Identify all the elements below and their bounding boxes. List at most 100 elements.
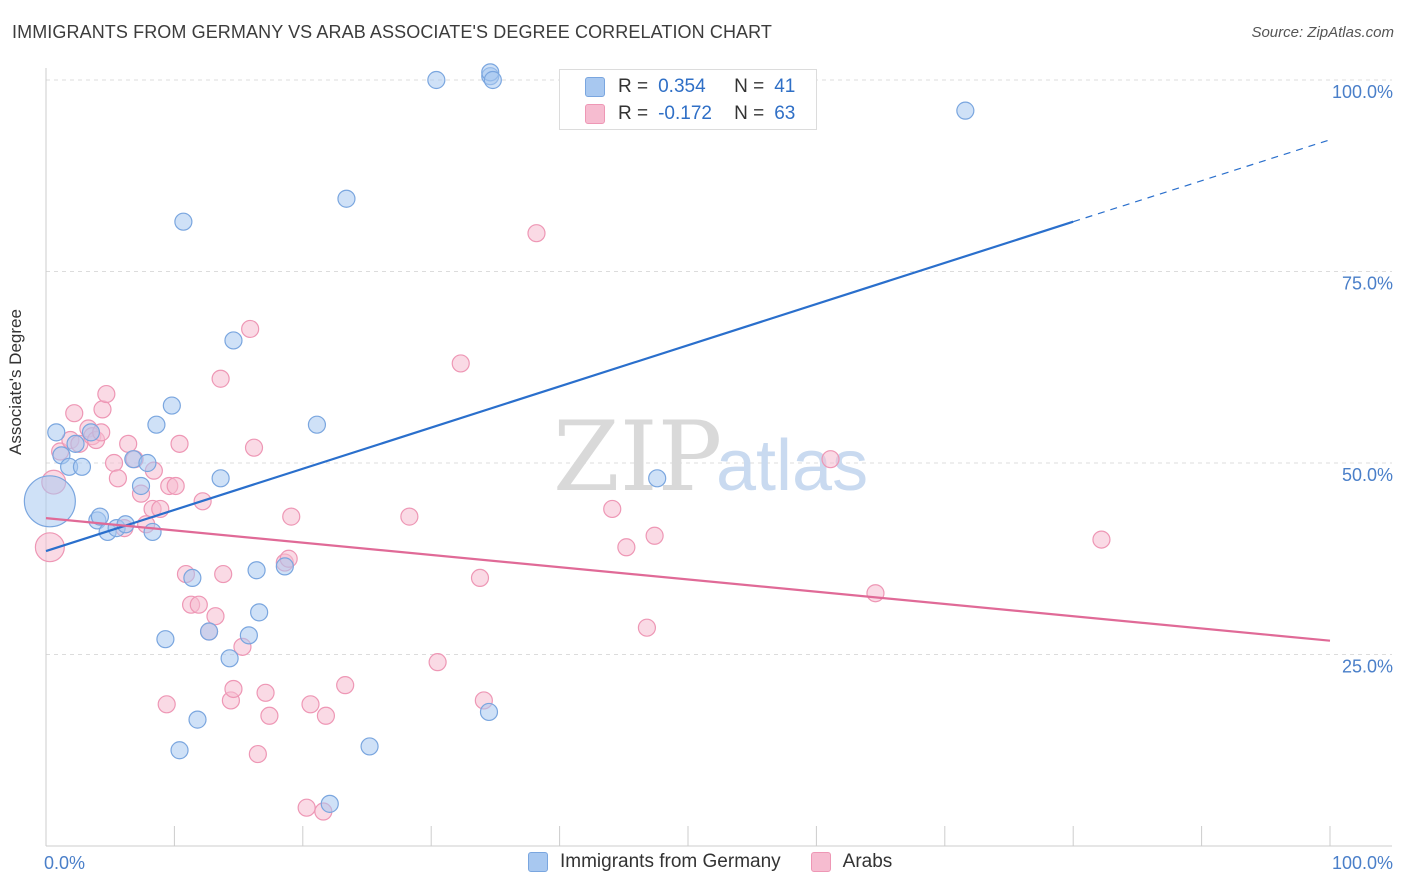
germany-point: [47, 423, 66, 442]
y-tick-label: 25.0%: [1342, 657, 1393, 677]
chart-title: IMMIGRANTS FROM GERMANY VS ARAB ASSOCIAT…: [12, 22, 773, 42]
germany-swatch-icon: [528, 852, 548, 872]
bottom-legend: Immigrants from Germany Arabs: [528, 851, 922, 873]
arabs-point: [93, 400, 112, 419]
arabs-point: [244, 438, 264, 457]
y-tick-label: 75.0%: [1342, 274, 1393, 294]
arabs-point: [428, 653, 447, 672]
legend-item-germany[interactable]: Immigrants from Germany: [528, 851, 781, 873]
germany-point: [648, 469, 667, 488]
arabs-point: [166, 476, 185, 496]
germany-point: [239, 626, 258, 645]
arabs-point: [206, 607, 225, 626]
germany-point: [337, 189, 356, 208]
germany-point: [224, 331, 243, 350]
arabs-point: [617, 538, 636, 557]
stats-row-germany: R = 0.354 N = 41: [585, 74, 796, 100]
arabs-point: [336, 676, 355, 695]
axes: [45, 68, 1392, 847]
germany-point: [360, 737, 379, 756]
arabs-point: [645, 526, 664, 545]
tick-labels: 25.0% 50.0% 75.0% 100.0% 0.0% 100.0%: [44, 82, 1393, 873]
germany-trend-extension: [1073, 139, 1331, 223]
arabs-point: [248, 744, 267, 764]
arabs-point: [866, 584, 885, 603]
n-value: 63: [774, 103, 796, 124]
legend-label-arabs: Arabs: [842, 851, 893, 872]
arabs-point: [282, 507, 301, 526]
arabs-point: [211, 369, 230, 388]
germany-point: [320, 794, 339, 813]
germany-point: [131, 476, 151, 496]
germany-swatch-icon: [585, 77, 605, 97]
arabs-point: [301, 695, 320, 714]
arabs-point: [260, 706, 279, 725]
germany-point: [275, 557, 294, 576]
germany-point: [250, 603, 269, 622]
germany-point: [483, 70, 502, 90]
germany-point: [147, 415, 166, 434]
grid-lines: [46, 79, 1392, 655]
r-value: -0.172: [658, 103, 712, 124]
data-points: [23, 63, 1111, 821]
arabs-point: [821, 450, 840, 469]
arabs-point: [108, 469, 128, 488]
arabs-point: [603, 499, 622, 519]
germany-point: [956, 101, 975, 120]
arabs-point: [451, 354, 470, 373]
germany-point: [23, 475, 76, 528]
r-label: R =: [618, 76, 649, 97]
arabs-point: [256, 683, 275, 702]
germany-point: [90, 507, 110, 526]
source-credit: Source: ZipAtlas.com: [1251, 24, 1394, 41]
arabs-point: [527, 224, 546, 243]
arabs-point: [1092, 530, 1111, 549]
germany-point: [174, 212, 193, 231]
germany-trend-line: [45, 220, 1074, 553]
x-tick-label: 100.0%: [1332, 853, 1393, 873]
x-tick-label: 0.0%: [44, 853, 85, 873]
germany-point: [81, 423, 101, 442]
y-axis-label: Associate's Degree: [6, 309, 25, 455]
germany-point: [247, 561, 266, 580]
arabs-swatch-icon: [585, 104, 605, 124]
germany-point: [170, 741, 189, 760]
arabs-point: [170, 434, 189, 453]
arabs-point: [400, 507, 419, 526]
arabs-point: [65, 404, 84, 423]
arabs-trend-line: [45, 517, 1331, 642]
stats-row-arabs: R = -0.172 N = 63: [585, 101, 796, 127]
n-label: N =: [734, 76, 765, 97]
germany-point: [479, 702, 499, 722]
germany-point: [188, 710, 207, 729]
watermark: ZIP atlas: [553, 401, 868, 513]
trend-lines: [45, 139, 1331, 642]
germany-point: [162, 396, 181, 415]
n-label: N =: [734, 103, 765, 124]
stats-legend-box: R = 0.354 N = 41 R = -0.172 N = 63: [559, 69, 817, 130]
arabs-point: [224, 679, 243, 699]
arabs-point: [214, 564, 233, 584]
watermark-atlas: atlas: [716, 426, 868, 506]
y-tick-label: 50.0%: [1342, 465, 1393, 485]
arabs-point: [34, 532, 65, 563]
arabs-point: [637, 618, 657, 637]
arabs-swatch-icon: [810, 852, 831, 872]
germany-point: [427, 70, 446, 90]
arabs-point: [316, 706, 336, 725]
arabs-point: [297, 798, 316, 817]
arabs-point: [104, 453, 124, 473]
legend-label-germany: Immigrants from Germany: [560, 851, 781, 872]
arabs-point: [157, 695, 176, 714]
arabs-point: [241, 319, 260, 339]
n-value: 41: [774, 76, 796, 97]
legend-item-arabs[interactable]: Arabs: [810, 851, 893, 873]
germany-point: [72, 457, 92, 476]
arabs-point: [470, 568, 490, 588]
arabs-point: [97, 384, 116, 404]
germany-point: [138, 453, 157, 473]
arabs-point: [189, 595, 208, 614]
germany-point: [199, 622, 219, 641]
y-tick-label: 100.0%: [1332, 82, 1393, 102]
